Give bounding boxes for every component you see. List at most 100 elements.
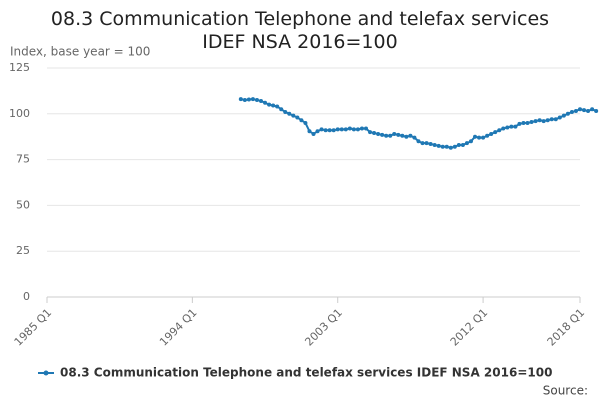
point xyxy=(359,126,364,131)
point xyxy=(311,131,316,136)
y-tick-label: 50 xyxy=(16,198,30,211)
point xyxy=(513,124,518,129)
point xyxy=(448,145,453,150)
point xyxy=(497,128,502,133)
x-tick-label: 2012 Q1 xyxy=(448,306,491,349)
y-tick-label: 0 xyxy=(23,290,30,303)
point xyxy=(347,126,352,131)
point xyxy=(473,134,478,139)
point xyxy=(259,98,264,103)
point xyxy=(384,133,389,138)
point xyxy=(299,118,304,123)
legend-marker xyxy=(43,370,49,376)
point xyxy=(428,142,433,147)
point xyxy=(481,135,486,140)
point xyxy=(590,107,595,112)
point xyxy=(578,107,582,112)
point xyxy=(408,133,413,138)
point xyxy=(493,130,498,135)
point xyxy=(537,118,542,123)
y-tick-label: 125 xyxy=(9,61,30,74)
x-tick-label: 2003 Q1 xyxy=(302,306,345,349)
point xyxy=(565,111,570,116)
point xyxy=(363,126,368,131)
point xyxy=(287,111,292,116)
point xyxy=(335,127,340,132)
point xyxy=(545,118,550,123)
point xyxy=(594,109,599,114)
point xyxy=(525,120,530,125)
point xyxy=(238,97,243,102)
point xyxy=(331,128,336,133)
point xyxy=(242,98,247,103)
point xyxy=(444,144,449,149)
point xyxy=(396,132,401,137)
point xyxy=(485,133,490,138)
point xyxy=(327,128,332,133)
point xyxy=(246,97,251,102)
point xyxy=(456,142,461,147)
point xyxy=(404,134,409,139)
source: Source: xyxy=(543,384,588,398)
point xyxy=(549,117,554,122)
x-tick-label: 1985 Q1 xyxy=(12,306,55,349)
point xyxy=(521,120,526,125)
point xyxy=(460,142,465,147)
point xyxy=(553,117,558,122)
point xyxy=(323,128,328,133)
point xyxy=(424,141,429,146)
point xyxy=(372,131,377,136)
point xyxy=(319,127,324,132)
point xyxy=(432,142,437,147)
point xyxy=(517,121,522,126)
point xyxy=(452,144,457,149)
point xyxy=(275,104,280,109)
point xyxy=(509,124,514,129)
point xyxy=(291,113,296,118)
point xyxy=(436,143,441,148)
point xyxy=(573,109,578,114)
point xyxy=(250,97,255,102)
point xyxy=(283,109,288,114)
point xyxy=(351,127,356,132)
point xyxy=(343,127,348,132)
point xyxy=(376,131,381,136)
point xyxy=(303,120,308,125)
x-tick-label: 2018 Q1 xyxy=(545,306,588,349)
point xyxy=(561,113,566,118)
point xyxy=(477,135,482,140)
point xyxy=(392,131,397,136)
point xyxy=(529,120,534,125)
chart-title: 08.3 Communication Telephone and telefax… xyxy=(50,8,550,53)
point xyxy=(295,115,300,120)
point xyxy=(307,129,312,134)
point xyxy=(400,133,405,138)
point xyxy=(380,132,385,137)
legend-label: 08.3 Communication Telephone and telefax… xyxy=(60,366,552,380)
point xyxy=(582,108,587,113)
point xyxy=(263,100,268,105)
point xyxy=(412,135,417,140)
point xyxy=(420,141,425,146)
point xyxy=(368,130,373,135)
point xyxy=(489,131,494,136)
point xyxy=(569,109,574,114)
point xyxy=(355,127,360,132)
y-tick-label: 75 xyxy=(16,153,30,166)
x-tick-label: 1994 Q1 xyxy=(157,306,200,349)
point xyxy=(416,139,421,144)
y-tick-label: 25 xyxy=(16,244,30,257)
point xyxy=(533,119,538,124)
point xyxy=(501,126,506,131)
y-axis-label: Index, base year = 100 xyxy=(10,45,150,59)
point xyxy=(267,102,272,107)
point xyxy=(440,144,445,149)
point xyxy=(271,103,276,108)
y-tick-label: 100 xyxy=(9,107,30,120)
point xyxy=(586,109,591,114)
point xyxy=(557,115,562,120)
point xyxy=(468,139,473,144)
point xyxy=(339,127,344,132)
